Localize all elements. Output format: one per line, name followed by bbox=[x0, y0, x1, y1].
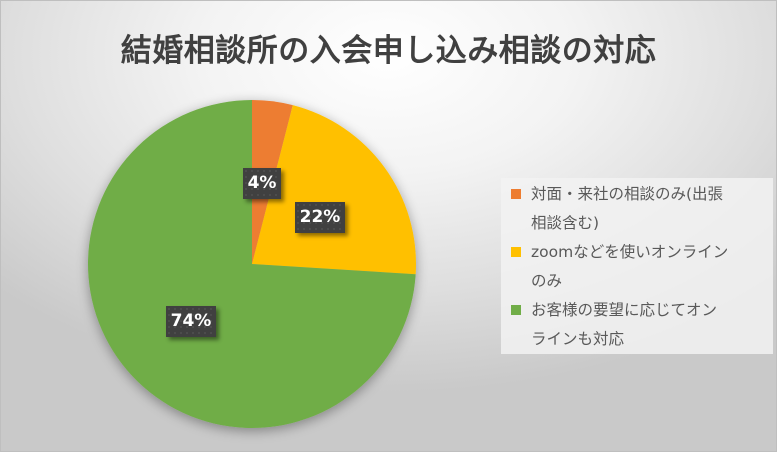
pie-slice-3 bbox=[87, 100, 416, 428]
legend-label-2b: のみ bbox=[531, 272, 563, 290]
legend-label-3b: ラインも対応 bbox=[531, 330, 625, 348]
legend-item-2: zoomなどを使いオンライン のみ bbox=[507, 238, 773, 296]
legend-item-1: 対面・来社の相談のみ(出張 相談含む) bbox=[507, 180, 773, 238]
legend-item-3: お客様の要望に応じてオン ラインも対応 bbox=[507, 296, 773, 354]
legend-swatch-orange bbox=[511, 189, 521, 199]
legend-label-2a: zoomなどを使いオンライン bbox=[531, 243, 729, 261]
pie-slice-2 bbox=[252, 105, 416, 275]
legend: 対面・来社の相談のみ(出張 相談含む) zoomなどを使いオンライン のみ お客… bbox=[501, 178, 773, 354]
data-label-slice-1: 4% bbox=[243, 168, 281, 199]
data-label-slice-3: 74% bbox=[166, 306, 216, 337]
legend-label-1b: 相談含む) bbox=[531, 214, 600, 232]
legend-swatch-green bbox=[511, 305, 521, 315]
legend-label-3a: お客様の要望に応じてオン bbox=[531, 301, 718, 319]
legend-swatch-yellow bbox=[511, 247, 521, 257]
legend-label-1a: 対面・来社の相談のみ(出張 bbox=[531, 185, 724, 203]
chart-title: 結婚相談所の入会申し込み相談の対応 bbox=[120, 33, 657, 69]
data-label-slice-2: 22% bbox=[295, 202, 345, 233]
